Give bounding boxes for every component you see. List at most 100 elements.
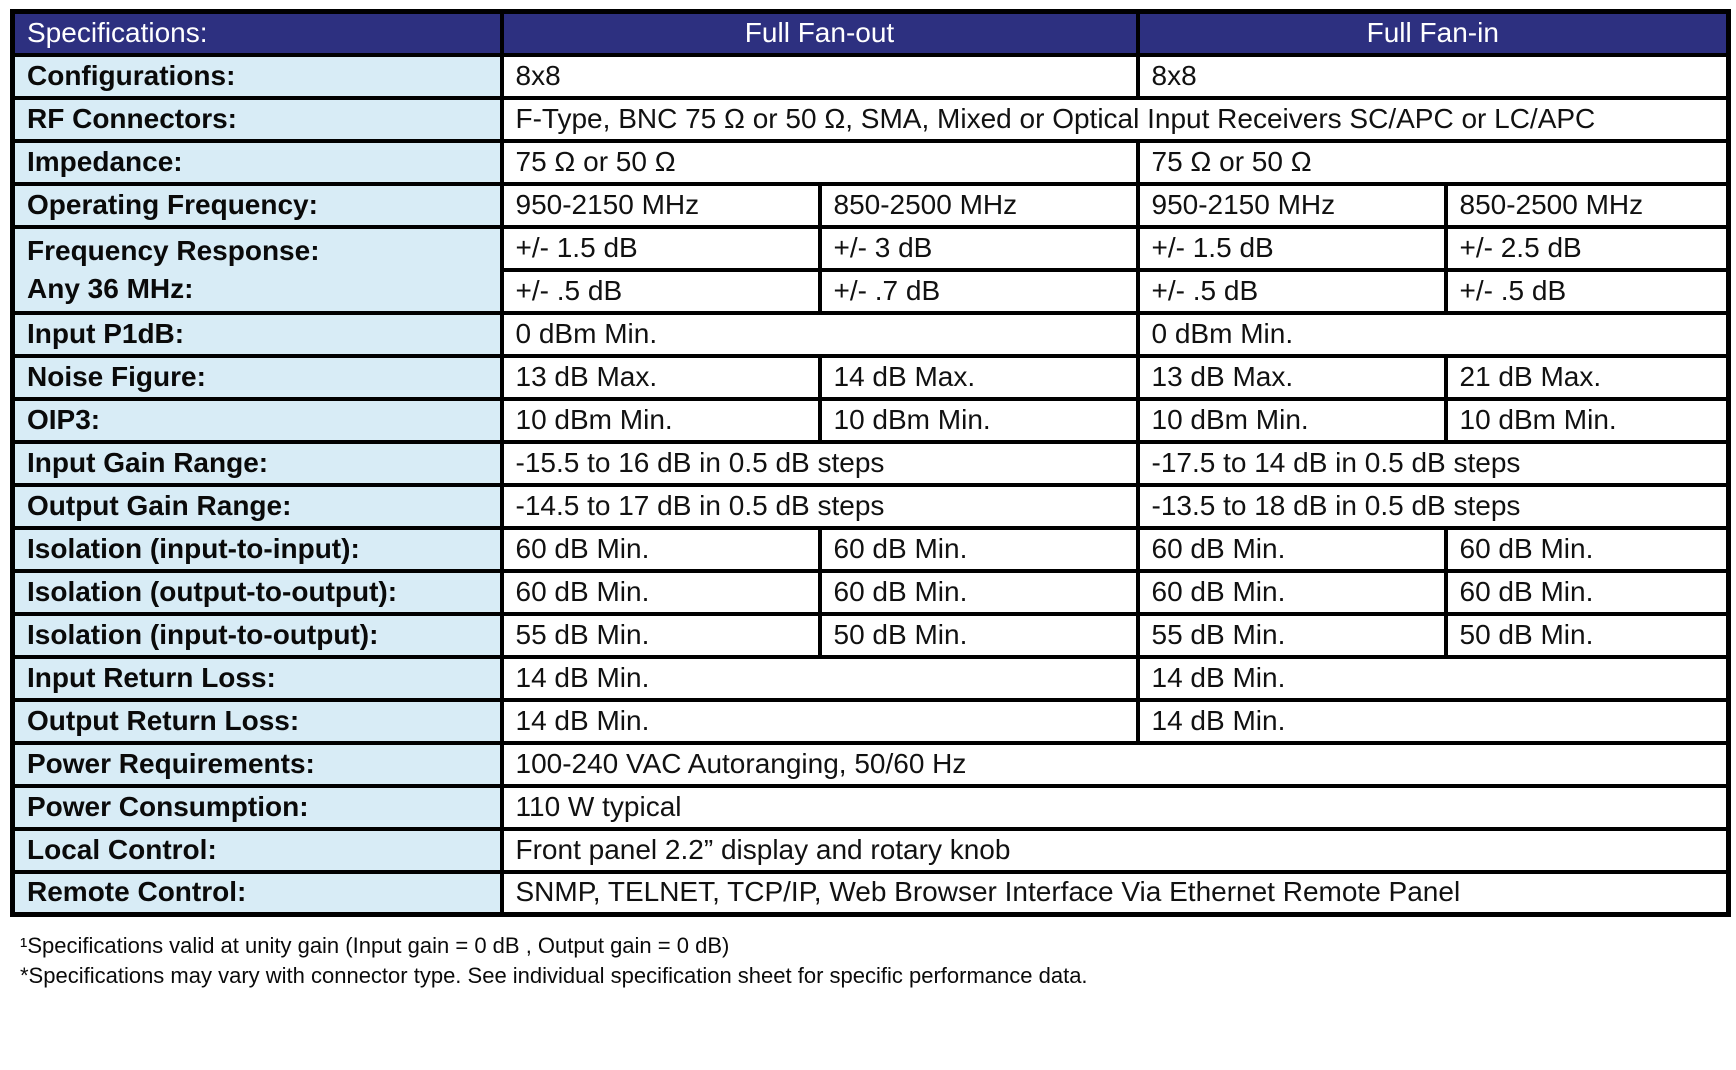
value-cell: -15.5 to 16 dB in 0.5 dB steps [499, 439, 1140, 487]
row-label: Frequency Response: Any 36 MHz: [10, 224, 504, 315]
row-label: Local Control: [10, 826, 504, 874]
value-cell: -13.5 to 18 dB in 0.5 dB steps [1135, 482, 1731, 530]
row-isolation-input-to-output: Isolation (input-to-output): 55 dB Min. … [10, 611, 1731, 659]
row-input-return-loss: Input Return Loss: 14 dB Min. 14 dB Min. [10, 654, 1731, 702]
row-label: Isolation (input-to-input): [10, 525, 504, 573]
row-any-36-mhz: +/- .5 dB +/- .7 dB +/- .5 dB +/- .5 dB [13, 267, 1731, 315]
value-cell: 10 dBm Min. [1443, 396, 1731, 444]
row-label: Impedance: [10, 138, 504, 186]
value-cell: 13 dB Max. [499, 353, 822, 401]
col-header-full-fan-in: Full Fan-in [1135, 9, 1731, 57]
value-cell: -17.5 to 14 dB in 0.5 dB steps [1135, 439, 1731, 487]
value-cell: 0 dBm Min. [499, 310, 1140, 358]
row-power-consumption: Power Consumption: 110 W typical [10, 783, 1731, 831]
row-label: Output Gain Range: [10, 482, 504, 530]
row-isolation-output-to-output: Isolation (output-to-output): 60 dB Min.… [10, 568, 1731, 616]
row-label: Power Consumption: [10, 783, 504, 831]
value-cell: -14.5 to 17 dB in 0.5 dB steps [499, 482, 1140, 530]
value-cell: F-Type, BNC 75 Ω or 50 Ω, SMA, Mixed or … [499, 95, 1731, 143]
value-cell: 60 dB Min. [499, 568, 822, 616]
value-cell: 60 dB Min. [817, 568, 1140, 616]
value-cell: SNMP, TELNET, TCP/IP, Web Browser Interf… [499, 869, 1731, 917]
value-cell: +/- .7 dB [817, 267, 1140, 315]
row-label: Isolation (input-to-output): [10, 611, 504, 659]
value-cell: +/- 2.5 dB [1443, 224, 1731, 272]
value-cell: 0 dBm Min. [1135, 310, 1731, 358]
row-input-gain-range: Input Gain Range: -15.5 to 16 dB in 0.5 … [10, 439, 1731, 487]
footnote-unity-gain: ¹Specifications valid at unity gain (Inp… [20, 933, 730, 958]
value-cell: 75 Ω or 50 Ω [1135, 138, 1731, 186]
header-row: Specifications: Full Fan-out Full Fan-in [10, 9, 1731, 57]
value-cell: 13 dB Max. [1135, 353, 1448, 401]
row-rf-connectors: RF Connectors: F-Type, BNC 75 Ω or 50 Ω,… [10, 95, 1731, 143]
specifications-table: Specifications: Full Fan-out Full Fan-in… [10, 9, 1732, 917]
value-cell: 8x8 [499, 52, 1140, 100]
value-cell: 950-2150 MHz [1135, 181, 1448, 229]
value-cell: 110 W typical [499, 783, 1731, 831]
row-noise-figure: Noise Figure: 13 dB Max. 14 dB Max. 13 d… [10, 353, 1731, 401]
value-cell: 10 dBm Min. [499, 396, 822, 444]
row-label: Input Return Loss: [10, 654, 504, 702]
row-label: OIP3: [10, 396, 504, 444]
row-frequency-response: Frequency Response: Any 36 MHz: +/- 1.5 … [10, 224, 1731, 315]
value-cell: +/- .5 dB [1135, 267, 1448, 315]
row-local-control: Local Control: Front panel 2.2” display … [10, 826, 1731, 874]
row-label: Noise Figure: [10, 353, 504, 401]
value-cell: 14 dB Min. [499, 697, 1140, 745]
value-cell: 60 dB Min. [499, 525, 822, 573]
row-output-gain-range: Output Gain Range: -14.5 to 17 dB in 0.5… [10, 482, 1731, 530]
row-configurations: Configurations: 8x8 8x8 [10, 52, 1731, 100]
row-output-return-loss: Output Return Loss: 14 dB Min. 14 dB Min… [10, 697, 1731, 745]
value-cell: +/- .5 dB [1443, 267, 1731, 315]
row-label: RF Connectors: [10, 95, 504, 143]
row-label: Operating Frequency: [10, 181, 504, 229]
value-cell: +/- 1.5 dB [1135, 224, 1448, 272]
value-cell: 950-2150 MHz [499, 181, 822, 229]
value-cell: 60 dB Min. [1135, 568, 1448, 616]
value-cell: 850-2500 MHz [1443, 181, 1731, 229]
row-power-requirements: Power Requirements: 100-240 VAC Autorang… [10, 740, 1731, 788]
value-cell: 21 dB Max. [1443, 353, 1731, 401]
value-cell: 14 dB Min. [499, 654, 1140, 702]
value-cell: 60 dB Min. [1443, 568, 1731, 616]
row-isolation-input-to-input: Isolation (input-to-input): 60 dB Min. 6… [10, 525, 1731, 573]
value-cell: 10 dBm Min. [817, 396, 1140, 444]
value-cell: 14 dB Min. [1135, 697, 1731, 745]
row-label: Input P1dB: [10, 310, 504, 358]
value-cell: 10 dBm Min. [1135, 396, 1448, 444]
value-cell: +/- .5 dB [499, 267, 822, 315]
value-cell: 55 dB Min. [1135, 611, 1448, 659]
value-cell: 60 dB Min. [1135, 525, 1448, 573]
row-label: Power Requirements: [10, 740, 504, 788]
value-cell: 50 dB Min. [817, 611, 1140, 659]
col-header-specifications: Specifications: [10, 9, 504, 57]
row-input-p1db: Input P1dB: 0 dBm Min. 0 dBm Min. [10, 310, 1731, 358]
footnotes: ¹Specifications valid at unity gain (Inp… [10, 931, 1726, 990]
value-cell: 100-240 VAC Autoranging, 50/60 Hz [499, 740, 1731, 788]
row-label: Remote Control: [10, 869, 504, 917]
value-cell: 75 Ω or 50 Ω [499, 138, 1140, 186]
value-cell: 14 dB Min. [1135, 654, 1731, 702]
value-cell: +/- 1.5 dB [499, 224, 822, 272]
row-impedance: Impedance: 75 Ω or 50 Ω 75 Ω or 50 Ω [10, 138, 1731, 186]
row-label: Output Return Loss: [10, 697, 504, 745]
row-operating-frequency: Operating Frequency: 950-2150 MHz 850-25… [10, 181, 1731, 229]
row-label-line2: Any 36 MHz: [27, 272, 194, 304]
row-label: Configurations: [10, 52, 504, 100]
row-label: Isolation (output-to-output): [10, 568, 504, 616]
value-cell: 50 dB Min. [1443, 611, 1731, 659]
col-header-full-fan-out: Full Fan-out [499, 9, 1140, 57]
row-label-line1: Frequency Response: [27, 234, 320, 266]
value-cell: Front panel 2.2” display and rotary knob [499, 826, 1731, 874]
row-label: Input Gain Range: [10, 439, 504, 487]
value-cell: 14 dB Max. [817, 353, 1140, 401]
row-oip3: OIP3: 10 dBm Min. 10 dBm Min. 10 dBm Min… [10, 396, 1731, 444]
value-cell: +/- 3 dB [817, 224, 1140, 272]
value-cell: 60 dB Min. [1443, 525, 1731, 573]
value-cell: 8x8 [1135, 52, 1731, 100]
value-cell: 60 dB Min. [817, 525, 1140, 573]
value-cell: 850-2500 MHz [817, 181, 1140, 229]
value-cell: 55 dB Min. [499, 611, 822, 659]
footnote-connector-type: *Specifications may vary with connector … [20, 962, 1088, 988]
